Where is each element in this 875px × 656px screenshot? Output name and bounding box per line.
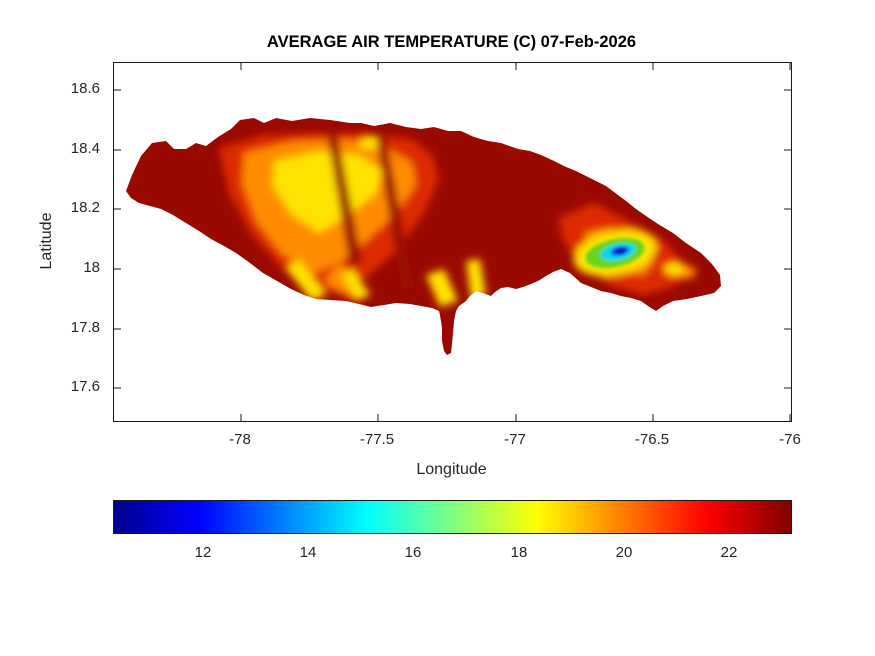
y-tick-label: 17.6 [70, 378, 100, 395]
y-tick-label: 17.8 [70, 319, 100, 336]
x-tick-label: -76.5 [634, 431, 670, 448]
island-fill [126, 118, 721, 355]
chart-title: AVERAGE AIR TEMPERATURE (C) 07-Feb-2026 [266, 33, 637, 51]
colorbar-tick-label: 18 [510, 544, 528, 561]
axis-tick-marks [114, 63, 791, 421]
x-tick-label: -78 [229, 431, 251, 448]
x-tick-label: -76 [779, 431, 801, 448]
colorbar-tick-label: 14 [299, 544, 317, 561]
x-tick-label: -77.5 [359, 431, 395, 448]
colorbar-tick-label: 16 [404, 544, 422, 561]
colorbar-tick-label: 20 [615, 544, 633, 561]
x-axis-label: Longitude [416, 461, 487, 478]
jamaica-temperature-map [114, 63, 791, 421]
y-tick-label: 18 [83, 259, 100, 276]
plot-area [113, 62, 792, 422]
colorbar-tick-label: 12 [194, 544, 212, 561]
colorbar-jet-gradient [113, 500, 792, 534]
y-tick-label: 18.6 [70, 80, 100, 97]
y-tick-label: 18.2 [70, 199, 100, 216]
island-base-darkred [126, 118, 721, 355]
y-tick-label: 18.4 [70, 140, 100, 157]
x-tick-label: -77 [504, 431, 526, 448]
colorbar-tick-label: 22 [720, 544, 738, 561]
blue-mountains-cold-spot [585, 237, 645, 269]
